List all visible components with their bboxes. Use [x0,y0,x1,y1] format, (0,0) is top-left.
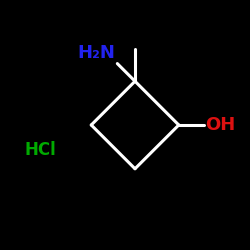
Text: OH: OH [205,116,235,134]
Text: H₂N: H₂N [77,44,115,62]
Text: HCl: HCl [25,141,57,159]
